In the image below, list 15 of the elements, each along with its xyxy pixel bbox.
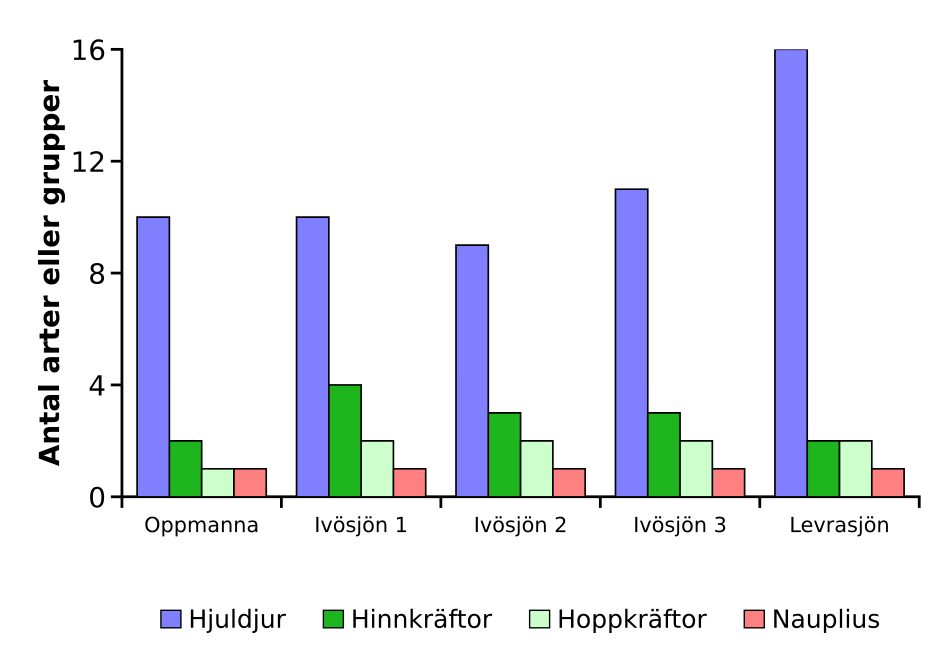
y-tick-label: 8 bbox=[90, 263, 104, 284]
x-tick-label: Ivösjön 2 bbox=[476, 516, 566, 536]
y-tick-label: 16 bbox=[74, 39, 104, 60]
y-tick-label: 12 bbox=[74, 151, 104, 172]
x-tick-label: Levrasjön bbox=[791, 516, 888, 536]
x-tick-label: Ivösjön 3 bbox=[635, 516, 726, 536]
legend-label: Hinnkräftor bbox=[353, 608, 492, 628]
y-axis-title: Antal arter eller grupper bbox=[38, 80, 66, 466]
x-tick-label: Ivösjön 1 bbox=[316, 516, 406, 536]
legend-label: Hjuldjur bbox=[190, 608, 286, 633]
x-tick-label: Oppmanna bbox=[145, 516, 258, 536]
y-tick-label: 4 bbox=[90, 375, 104, 396]
legend-label: Hoppkräftor bbox=[560, 608, 707, 633]
y-tick-label: 0 bbox=[90, 486, 104, 508]
legend-label: Nauplius bbox=[774, 608, 880, 633]
